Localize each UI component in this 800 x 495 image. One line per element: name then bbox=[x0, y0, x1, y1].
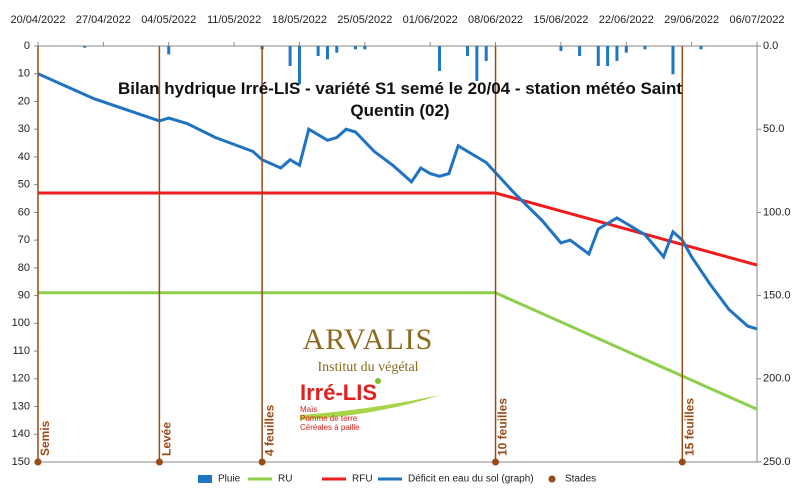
y-tick-label: 150 bbox=[12, 456, 30, 468]
x-tick-label: 04/05/2022 bbox=[141, 14, 196, 26]
x-tick-label: 18/05/2022 bbox=[272, 14, 327, 26]
stage-label: 15 feuilles bbox=[682, 398, 696, 456]
rain-bar bbox=[615, 46, 619, 61]
y-tick-label: 50 bbox=[18, 179, 30, 191]
legend-label: Déficit en eau du sol (graph) bbox=[408, 474, 534, 485]
logo-crop: Céréales à paille bbox=[300, 423, 360, 432]
stage-label: 4 feuilles bbox=[262, 404, 276, 456]
legend-label: Pluie bbox=[218, 474, 241, 485]
y-tick-label: 100 bbox=[12, 317, 30, 329]
logo-brand: ARVALIS bbox=[303, 323, 434, 356]
legend-swatch bbox=[198, 475, 212, 483]
rain-bar bbox=[335, 46, 339, 53]
x-tick-label: 22/06/2022 bbox=[599, 14, 654, 26]
legend-label: Stades bbox=[565, 474, 596, 485]
x-tick-label: 15/06/2022 bbox=[533, 14, 588, 26]
y2-tick-label: 200.0 bbox=[763, 373, 791, 385]
logo-swoosh bbox=[300, 395, 440, 420]
y-tick-label: 140 bbox=[12, 428, 30, 440]
logo-dot bbox=[375, 378, 381, 384]
y2-tick-label: 50.0 bbox=[763, 123, 784, 135]
x-tick-label: 08/06/2022 bbox=[468, 14, 523, 26]
rain-bar bbox=[624, 46, 628, 53]
x-tick-label: 25/05/2022 bbox=[337, 14, 392, 26]
stage-label: 10 feuilles bbox=[496, 398, 510, 456]
y2-tick-label: 150.0 bbox=[763, 290, 791, 302]
x-tick-label: 06/07/2022 bbox=[729, 14, 784, 26]
rain-bar bbox=[699, 46, 703, 50]
stage-label: Semis bbox=[38, 420, 52, 456]
y-tick-label: 60 bbox=[18, 206, 30, 218]
legend-label: RFU bbox=[352, 474, 373, 485]
x-tick-label: 11/05/2022 bbox=[207, 14, 261, 26]
y-tick-label: 20 bbox=[18, 95, 30, 107]
y-tick-label: 30 bbox=[18, 123, 30, 135]
rain-bar bbox=[288, 46, 292, 66]
x-tick-label: 29/06/2022 bbox=[664, 14, 719, 26]
series-line bbox=[37, 72, 758, 331]
y-tick-label: 40 bbox=[18, 151, 30, 163]
legend-label: RU bbox=[278, 474, 292, 485]
rain-bar bbox=[559, 46, 563, 51]
logo-crop: Maïs bbox=[300, 405, 317, 414]
y-tick-label: 90 bbox=[18, 290, 30, 302]
rain-bar bbox=[363, 46, 367, 50]
rain-bar bbox=[83, 46, 87, 48]
x-tick-label: 20/04/2022 bbox=[10, 14, 65, 26]
stage-point bbox=[492, 458, 500, 466]
x-tick-label: 01/06/2022 bbox=[403, 14, 458, 26]
rain-bar bbox=[484, 46, 488, 61]
y-tick-label: 120 bbox=[12, 373, 30, 385]
rain-bar bbox=[606, 46, 610, 66]
logo-tagline: Institut du végétal bbox=[317, 360, 418, 375]
stage-point bbox=[34, 458, 42, 466]
rain-bar bbox=[325, 46, 329, 60]
logo-product: Irré-LIS bbox=[300, 380, 377, 405]
legend-swatch bbox=[548, 475, 556, 483]
stage-point bbox=[678, 458, 686, 466]
y2-tick-label: 100.0 bbox=[763, 206, 791, 218]
y-tick-label: 110 bbox=[12, 345, 30, 357]
y-tick-label: 70 bbox=[18, 234, 30, 246]
y-tick-label: 80 bbox=[18, 262, 30, 274]
x-tick-label: 27/04/2022 bbox=[76, 14, 131, 26]
chart-title: Bilan hydrique Irré-LIS - variété S1 sem… bbox=[117, 79, 683, 120]
stage-point bbox=[155, 458, 163, 466]
y-tick-label: 130 bbox=[12, 400, 30, 412]
rain-bar bbox=[671, 46, 675, 75]
rain-bar bbox=[438, 46, 442, 71]
rain-bar bbox=[466, 46, 470, 56]
rain-bar bbox=[167, 46, 171, 55]
rain-bar bbox=[596, 46, 600, 66]
rain-bar bbox=[297, 46, 301, 85]
y2-tick-label: 0.0 bbox=[763, 40, 778, 52]
rain-bar bbox=[353, 46, 357, 50]
rain-bar bbox=[578, 46, 582, 56]
logo-crop: Pomme de terre bbox=[300, 414, 358, 423]
rain-bar bbox=[475, 46, 479, 81]
series-line bbox=[38, 191, 758, 267]
rain-bar bbox=[643, 46, 647, 50]
y-tick-label: 10 bbox=[18, 68, 30, 80]
y-tick-label: 0 bbox=[24, 40, 30, 52]
rain-bar bbox=[316, 46, 320, 56]
stage-point bbox=[258, 458, 266, 466]
y2-tick-label: 250.0 bbox=[763, 456, 791, 468]
stage-label: Levée bbox=[160, 422, 174, 456]
